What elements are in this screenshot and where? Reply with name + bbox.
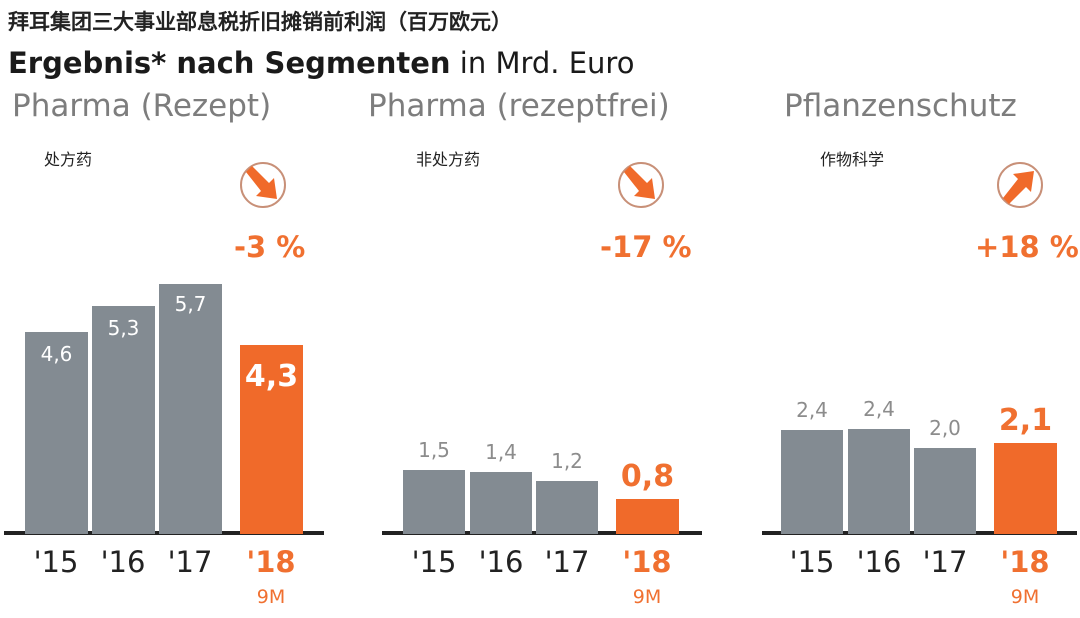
bar-2018-9m: 2,1	[994, 403, 1057, 534]
segment-title: Pharma (rezeptfrei)	[368, 88, 670, 124]
segment-title: Pharma (Rezept)	[12, 88, 272, 124]
change-percent: +18 %	[975, 230, 1079, 264]
bar-value: 4,6	[40, 342, 73, 366]
x-label-highlight: '18	[246, 545, 296, 579]
bar-value: 1,4	[485, 440, 517, 464]
x-label: '17	[922, 545, 968, 579]
x-label: '17	[167, 545, 213, 579]
bar-2017: 1,2	[536, 449, 598, 534]
trend-up-icon	[997, 162, 1043, 208]
bar-value: 2,0	[929, 416, 961, 440]
segment-title-cn: 非处方药	[416, 150, 481, 169]
x-sublabel: 9M	[1010, 586, 1040, 608]
bar-2016: 5,3	[92, 306, 155, 534]
x-label-highlight: '18	[1000, 545, 1050, 579]
bar-value: 2,1	[998, 403, 1053, 438]
x-sublabel: 9M	[632, 586, 662, 608]
x-label-highlight: '18	[622, 545, 672, 579]
segment-title-cn: 处方药	[44, 150, 93, 169]
bar-value: 5,7	[174, 292, 207, 316]
german-title-bold: Ergebnis* nach Segmenten	[8, 46, 451, 80]
bar-2016: 1,4	[470, 440, 532, 534]
x-label: '16	[856, 545, 902, 579]
bar-2015: 2,4	[781, 398, 843, 534]
trend-down-icon	[618, 162, 664, 208]
bar-value: 5,3	[107, 316, 140, 340]
trend-down-icon	[240, 162, 286, 208]
segment-title: Pflanzenschutz	[784, 88, 1017, 124]
bar-2017: 5,7	[159, 284, 222, 534]
bar-2016: 2,4	[848, 397, 910, 534]
x-label: '15	[33, 545, 79, 579]
x-label: '16	[100, 545, 146, 579]
bar-2015: 1,5	[403, 438, 465, 534]
x-label: '15	[411, 545, 457, 579]
x-sublabel: 9M	[256, 586, 286, 608]
x-label: '17	[544, 545, 590, 579]
bar-value: 2,4	[796, 398, 828, 422]
bar-value: 1,2	[551, 449, 583, 473]
x-label: '15	[789, 545, 835, 579]
change-percent: -17 %	[600, 230, 692, 264]
bar-2018-9m: 0,8	[616, 459, 679, 534]
german-title: Ergebnis* nach Segmenten in Mrd. Euro	[8, 46, 634, 80]
bar-value: 1,5	[418, 438, 450, 462]
panel-pflanzenschutz: Pflanzenschutz 作物科学 +18 % 2,4 2,4 2,0 2,…	[740, 0, 1080, 618]
change-percent: -3 %	[234, 230, 306, 264]
panel-pharma-rezept: Pharma (Rezept) 处方药 -3 % 4,6 5,3 5,7 4,3…	[0, 0, 360, 618]
bar-value: 0,8	[620, 459, 675, 494]
german-title-unit: in Mrd. Euro	[450, 46, 635, 80]
bar-value: 4,3	[244, 359, 299, 394]
bar-value: 2,4	[863, 397, 895, 421]
chinese-title: 拜耳集团三大事业部息税折旧摊销前利润（百万欧元）	[8, 9, 512, 34]
bar-2017: 2,0	[914, 416, 976, 534]
bar-2018-9m: 4,3	[240, 345, 303, 534]
x-label: '16	[478, 545, 524, 579]
segment-title-cn: 作物科学	[820, 150, 885, 169]
bar-2015: 4,6	[25, 332, 88, 534]
panel-pharma-rezeptfrei: Pharma (rezeptfrei) 非处方药 -17 % 1,5 1,4 1…	[360, 0, 730, 618]
